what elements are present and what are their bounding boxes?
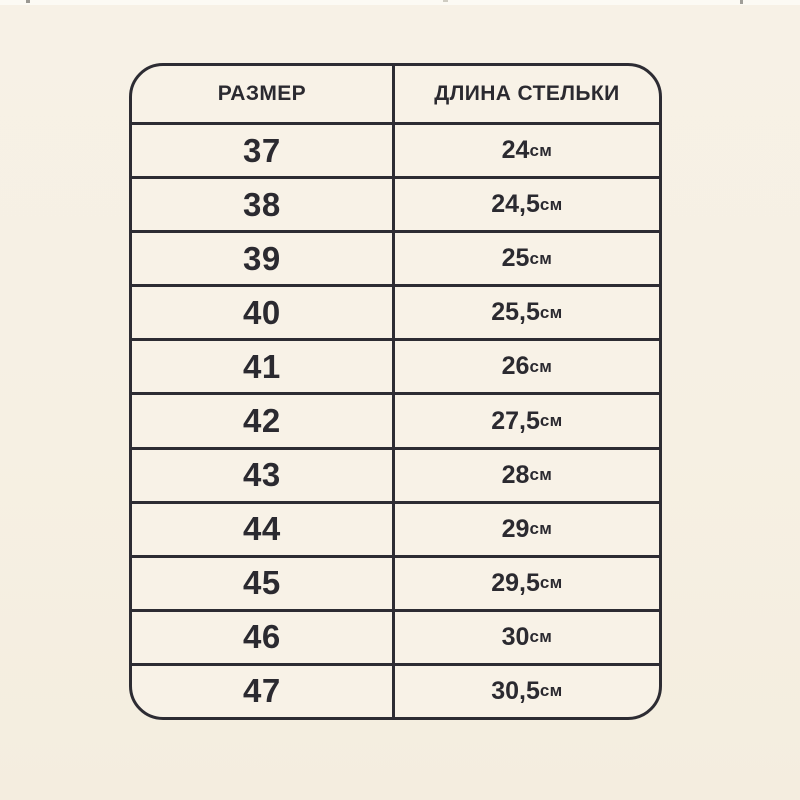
insole-length-value: 28 [501, 460, 530, 489]
column-header-insole-length: ДЛИНА СТЕЛЬКИ [391, 66, 659, 122]
unit-label: см [529, 519, 553, 539]
size-cell: 37 [243, 131, 281, 169]
top-edge-artifact [26, 0, 30, 3]
insole-length-value: 29 [501, 514, 530, 543]
top-edge-artifact [443, 0, 448, 2]
insole-length-value: 27,5 [491, 406, 540, 435]
table-row: 45 29,5 см [132, 554, 659, 609]
table-row: 42 27,5 см [132, 392, 659, 447]
size-cell: 38 [243, 185, 281, 223]
unit-label: см [539, 302, 563, 322]
size-cell: 47 [243, 672, 281, 710]
size-cell: 40 [243, 293, 281, 331]
table-row: 40 25,5 см [132, 284, 659, 339]
unit-label: см [539, 194, 563, 214]
table-row: 37 24 см [132, 122, 659, 177]
insole-length-value: 25 [501, 244, 530, 273]
insole-length-value: 24 [501, 136, 530, 165]
table-row: 38 24,5 см [132, 176, 659, 231]
top-edge-artifact [740, 0, 743, 4]
table-row: 41 26 см [132, 338, 659, 393]
table-row: 43 28 см [132, 446, 659, 501]
unit-label: см [529, 248, 553, 268]
size-chart-table: РАЗМЕР ДЛИНА СТЕЛЬКИ 37 24 см 38 24,5 см 3… [129, 63, 662, 720]
insole-length-cell: 25 см [391, 233, 659, 285]
insole-length-cell: 25,5 см [391, 287, 659, 339]
size-cell: 44 [243, 510, 281, 548]
size-cell: 43 [243, 456, 281, 494]
table-header-row: РАЗМЕР ДЛИНА СТЕЛЬКИ [132, 66, 659, 122]
insole-length-cell: 29 см [391, 503, 659, 555]
table-row: 46 30 см [132, 608, 659, 663]
insole-length-value: 25,5 [491, 298, 540, 327]
insole-length-cell: 27,5 см [391, 395, 659, 447]
table-row: 39 25 см [132, 230, 659, 285]
insole-length-value: 30 [501, 622, 530, 651]
insole-length-value: 30,5 [491, 676, 540, 705]
insole-length-value: 29,5 [491, 568, 540, 597]
size-cell: 45 [243, 564, 281, 602]
size-cell: 39 [243, 239, 281, 277]
unit-label: см [539, 681, 563, 701]
unit-label: см [529, 465, 553, 485]
unit-label: см [539, 411, 563, 431]
size-cell: 42 [243, 402, 281, 440]
column-header-size: РАЗМЕР [217, 82, 307, 105]
insole-length-cell: 24 см [391, 125, 659, 177]
size-cell: 41 [243, 347, 281, 385]
insole-length-value: 24,5 [491, 190, 540, 219]
insole-length-cell: 29,5 см [391, 557, 659, 609]
unit-label: см [529, 627, 553, 647]
unit-label: см [529, 356, 553, 376]
table-row: 47 30,5 см [132, 662, 659, 717]
insole-length-cell: 28 см [391, 449, 659, 501]
unit-label: см [539, 573, 563, 593]
unit-label: см [529, 140, 553, 160]
table-row: 44 29 см [132, 500, 659, 555]
insole-length-cell: 30,5 см [391, 665, 659, 717]
size-cell: 46 [243, 618, 281, 656]
top-edge-crop-strip [0, 0, 800, 5]
insole-length-value: 26 [501, 352, 530, 381]
insole-length-cell: 30 см [391, 611, 659, 663]
insole-length-cell: 26 см [391, 341, 659, 393]
insole-length-cell: 24,5 см [391, 179, 659, 231]
